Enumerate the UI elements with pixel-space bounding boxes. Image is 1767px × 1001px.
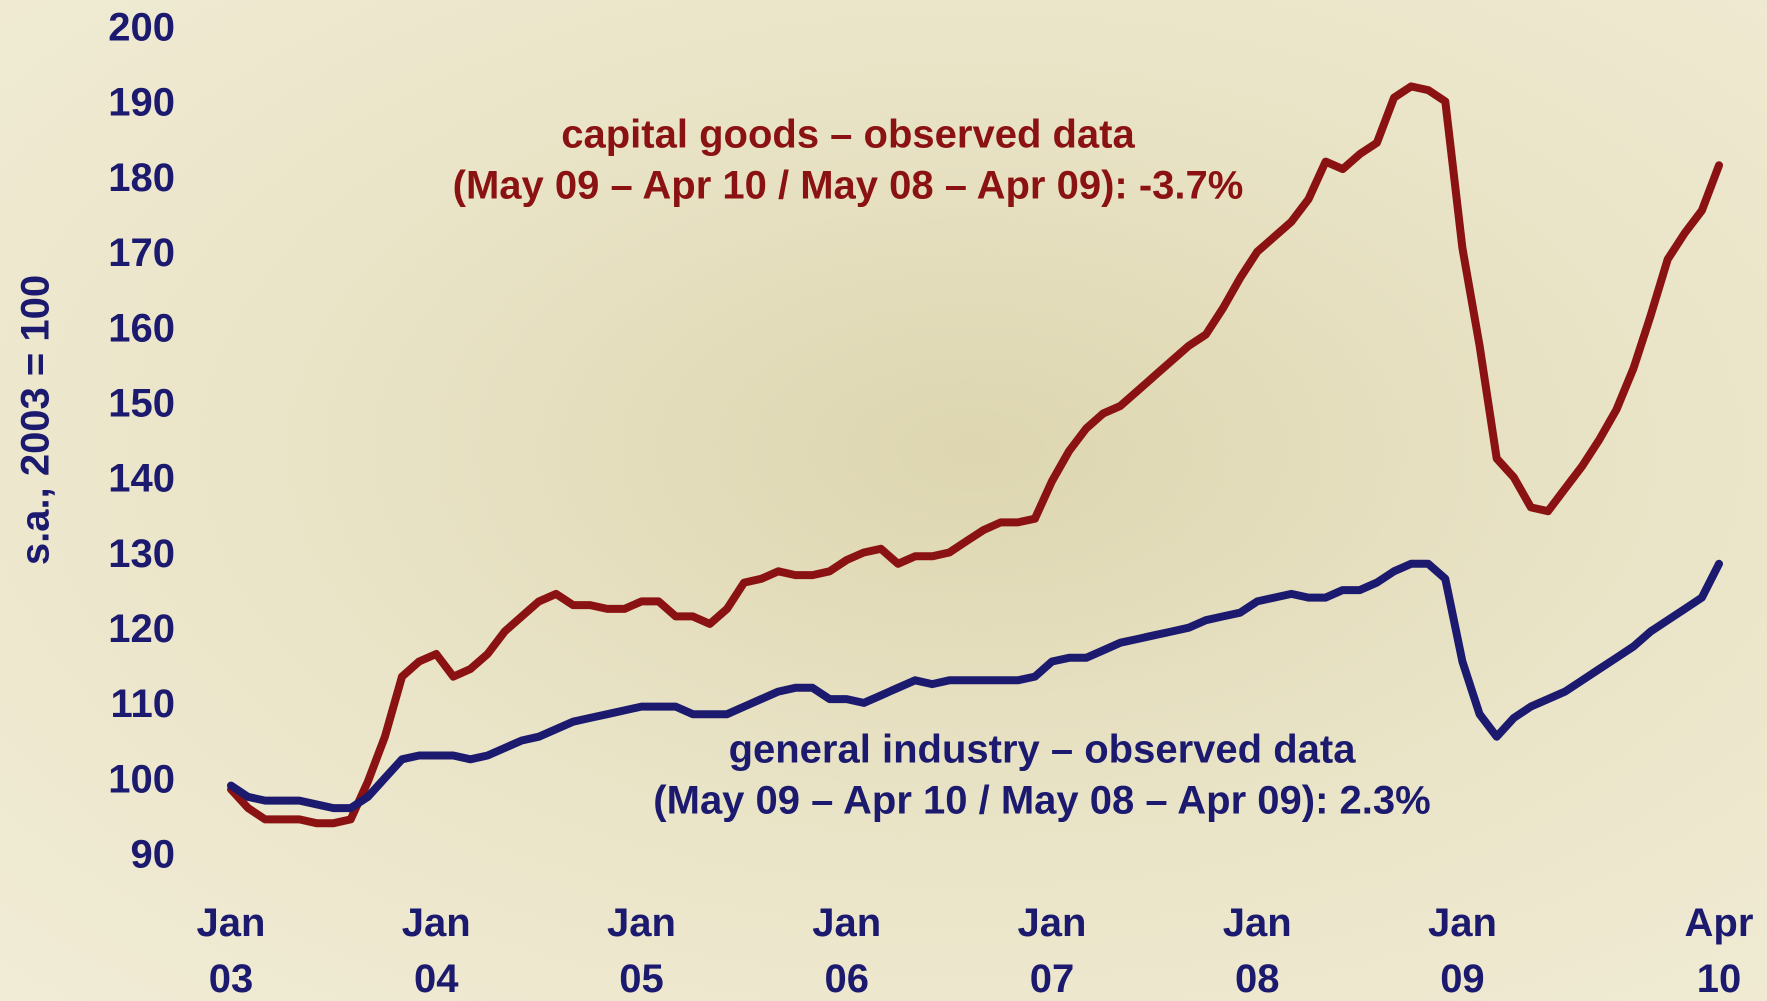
x-tick-label: Jan 09 [1427,901,1497,1001]
x-tick-label: Jan 06 [812,901,882,1001]
x-tick-label: Jan 05 [607,901,676,1001]
x-tick-label: Jan 08 [1222,901,1292,1001]
y-tick-label: 190 [108,81,175,125]
annotation: (May 09 – Apr 10 / May 08 – Apr 09): 2.3… [653,779,1430,823]
annotation: capital goods – observed data [561,113,1135,157]
y-axis-label: s.a., 2003 = 100 [14,275,58,565]
y-tick-label: 110 [110,682,175,726]
y-tick-label: 170 [108,231,175,275]
y-tick-label: 200 [108,6,175,50]
line-series [227,559,1723,813]
annotation: (May 09 – Apr 10 / May 08 – Apr 09): -3.… [453,164,1244,208]
x-tick-label: Jan 04 [401,901,471,1001]
y-tick-label: 140 [108,457,175,501]
y-tick-label: 130 [108,532,175,576]
y-tick-label: 160 [108,306,175,350]
y-tick-label: 180 [108,156,175,200]
y-tick-label: 120 [108,607,175,651]
y-tick-label: 100 [108,757,175,801]
y-tick-label: 90 [131,833,176,877]
x-tick-label: Apr 10 [1684,901,1754,1001]
x-tick-label: Jan 07 [1017,901,1087,1001]
y-tick-label: 150 [108,381,175,425]
annotation: general industry – observed data [729,728,1357,772]
line-series [227,82,1723,828]
x-tick-label: Jan 03 [196,901,266,1001]
